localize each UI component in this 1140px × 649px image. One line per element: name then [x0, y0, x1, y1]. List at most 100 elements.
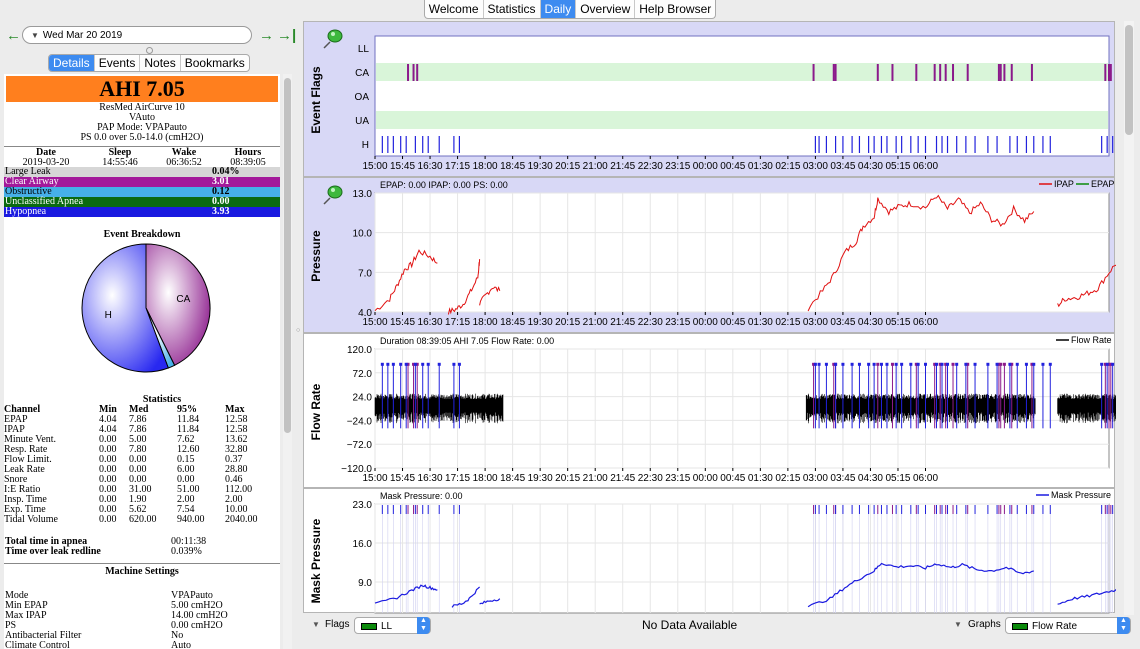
stat-cell: 12.60 [177, 444, 200, 455]
flow-rate-plot[interactable]: 120.0 72.0 24.0 −24.0 −72.0 −120.0 Duration 08… [304, 334, 1116, 489]
tab-overview[interactable]: Overview [576, 0, 636, 18]
stat-cell: 2.00 [225, 494, 243, 505]
event-rate-value: 3.93 [212, 206, 230, 217]
machine-settings-title: Machine Settings [105, 566, 179, 577]
y-tick-label: 24.0 [353, 393, 373, 404]
x-tick-label: 21:00 [583, 161, 608, 172]
stat-cell: 0.46 [225, 474, 243, 485]
date-picker[interactable]: ▼ Wed Mar 20 2019 [22, 26, 252, 44]
x-tick-label: 16:30 [418, 161, 443, 172]
x-tick-label: 18:45 [500, 317, 525, 328]
event-flag-marker [966, 362, 970, 366]
x-tick-label: 21:00 [583, 317, 608, 328]
scrollbar-thumb[interactable] [284, 78, 291, 433]
event-flag-marker [812, 362, 816, 366]
setting-row: Climate Control Auto [4, 641, 280, 649]
event-flag-marker [894, 362, 898, 366]
graphs-select[interactable]: Flow Rate ▲ ▼ [1005, 617, 1131, 634]
event-flag-marker [916, 362, 920, 366]
stat-cell: 11.84 [177, 414, 200, 425]
event-rate-label: Obstructive [5, 186, 52, 197]
pap-mode: PAP Mode: VPAPauto [97, 122, 187, 133]
pie-label: CA [176, 294, 190, 305]
chevron-down-icon[interactable]: ▼ [312, 620, 320, 629]
stat-cell: I:E Ratio [4, 484, 41, 495]
event-flag-marker [1041, 362, 1045, 366]
x-tick-label: 18:00 [473, 473, 498, 484]
tab-statistics[interactable]: Statistics [484, 0, 541, 18]
event-flag-marker [951, 362, 955, 366]
stat-cell: 4.04 [99, 424, 117, 435]
flag-row-label: OA [355, 92, 370, 103]
arrow-left-icon[interactable]: ← [6, 27, 21, 44]
flag-row-label: CA [355, 68, 369, 79]
event-flag-marker [850, 362, 854, 366]
total-label: Time over leak redline [5, 546, 101, 557]
stat-cell: 0.00 [129, 474, 147, 485]
tab-daily[interactable]: Daily [540, 0, 577, 18]
tab-help-browser[interactable]: Help Browser [639, 2, 712, 16]
event-flags-plot[interactable]: LL CA OA UA H 15:00 15:45 16:30 17:15 18:00 18:45 1… [304, 22, 1116, 178]
jump-to-end-icon[interactable]: →| [277, 27, 297, 44]
tab-bookmarks[interactable]: Bookmarks [184, 56, 245, 70]
setting-value: No [171, 630, 184, 641]
table-row: Insp. Time 0.00 1.90 2.00 2.00 [4, 495, 280, 505]
graphs-value: Flow Rate [1032, 621, 1078, 632]
mask-pressure-graph[interactable]: 23.0 16.0 9.0 Mask Pressure: 0.00 Mask Press… [303, 488, 1116, 614]
pin-head [327, 185, 343, 199]
splitter-handle[interactable]: ○ [296, 327, 301, 334]
stat-header: Med [129, 404, 149, 415]
flags-select[interactable]: LL ▲ ▼ [354, 617, 431, 634]
x-tick-label: 00:45 [720, 161, 745, 172]
pressure-plot[interactable]: 13.0 10.0 7.0 4.0 EPAP: 0.00 IPAP: 0.00 PS: … [304, 178, 1116, 334]
chevron-down-icon: ▼ [31, 31, 39, 40]
event-flag-marker [1100, 362, 1104, 366]
x-tick-label: 00:00 [693, 317, 718, 328]
stat-cell: Leak Rate [4, 464, 45, 475]
machine-settings: Mode VPAPauto Min EPAP 5.00 cmH2O Max IPAP 14… [4, 591, 280, 649]
x-tick-label: 17:15 [445, 161, 470, 172]
graph-title: Mask Pressure [309, 518, 323, 603]
tab-events[interactable]: Events [95, 55, 141, 71]
total-leak-row: Time over leak redline 0.039% [4, 547, 280, 557]
event-flag-marker [1024, 362, 1028, 366]
event-flags-graph[interactable]: LL CA OA UA H 15:00 15:45 16:30 17:15 18:00 18:45 1… [303, 21, 1115, 177]
details-scrollbar[interactable] [283, 74, 292, 649]
graphs-scrollbar[interactable] [1124, 21, 1134, 615]
scrollbar-thumb[interactable] [1125, 25, 1133, 135]
event-flag-marker [857, 362, 861, 366]
event-flag-marker [437, 362, 441, 366]
mask-pressure-plot[interactable]: 23.0 16.0 9.0 Mask Pressure: 0.00 Mask Press… [304, 489, 1116, 614]
flag-row-band [376, 111, 1108, 129]
event-flag-marker [834, 362, 838, 366]
x-tick-label: 20:15 [555, 161, 580, 172]
total-value: 00:11:38 [171, 536, 207, 547]
event-rates: Large Leak 0.04% Clear Airway 3.01 Obstructi… [4, 167, 280, 217]
tab-welcome[interactable]: Welcome [425, 0, 484, 18]
chevron-down-icon[interactable]: ▼ [954, 620, 962, 629]
graph-title: Pressure [309, 230, 323, 282]
pressure-graph[interactable]: 13.0 10.0 7.0 4.0 EPAP: 0.00 IPAP: 0.00 PS: … [303, 177, 1116, 334]
splitter-handle[interactable] [146, 47, 153, 54]
x-tick-label: 05:15 [885, 161, 910, 172]
y-tick-label: −120.0 [341, 464, 372, 475]
statistics-title: Statistics [142, 394, 182, 405]
stat-cell: 0.00 [177, 474, 195, 485]
event-rate-row: Clear Airway 3.01 [4, 177, 280, 187]
x-tick-label: 19:30 [528, 317, 553, 328]
tab-details[interactable]: Details [49, 55, 95, 71]
tab-notes[interactable]: Notes [140, 55, 181, 71]
arrow-right-icon[interactable]: → [259, 27, 274, 44]
x-tick-label: 03:45 [830, 161, 855, 172]
event-flag-marker [999, 362, 1003, 366]
pin-head [327, 29, 343, 43]
detail-tabs: Details Events Notes Bookmarks [48, 54, 250, 72]
x-tick-label: 19:30 [528, 161, 553, 172]
flow-rate-graph[interactable]: 120.0 72.0 24.0 −24.0 −72.0 −120.0 Duration 08… [303, 333, 1116, 489]
stat-cell: 32.80 [225, 444, 248, 455]
stat-cell: 0.15 [177, 454, 195, 465]
event-rate-label: Hypopnea [5, 206, 47, 217]
graph-header: Mask Pressure: 0.00 [380, 491, 463, 501]
x-tick-label: 01:30 [748, 161, 773, 172]
event-breakdown-pie: CA H [81, 243, 211, 373]
